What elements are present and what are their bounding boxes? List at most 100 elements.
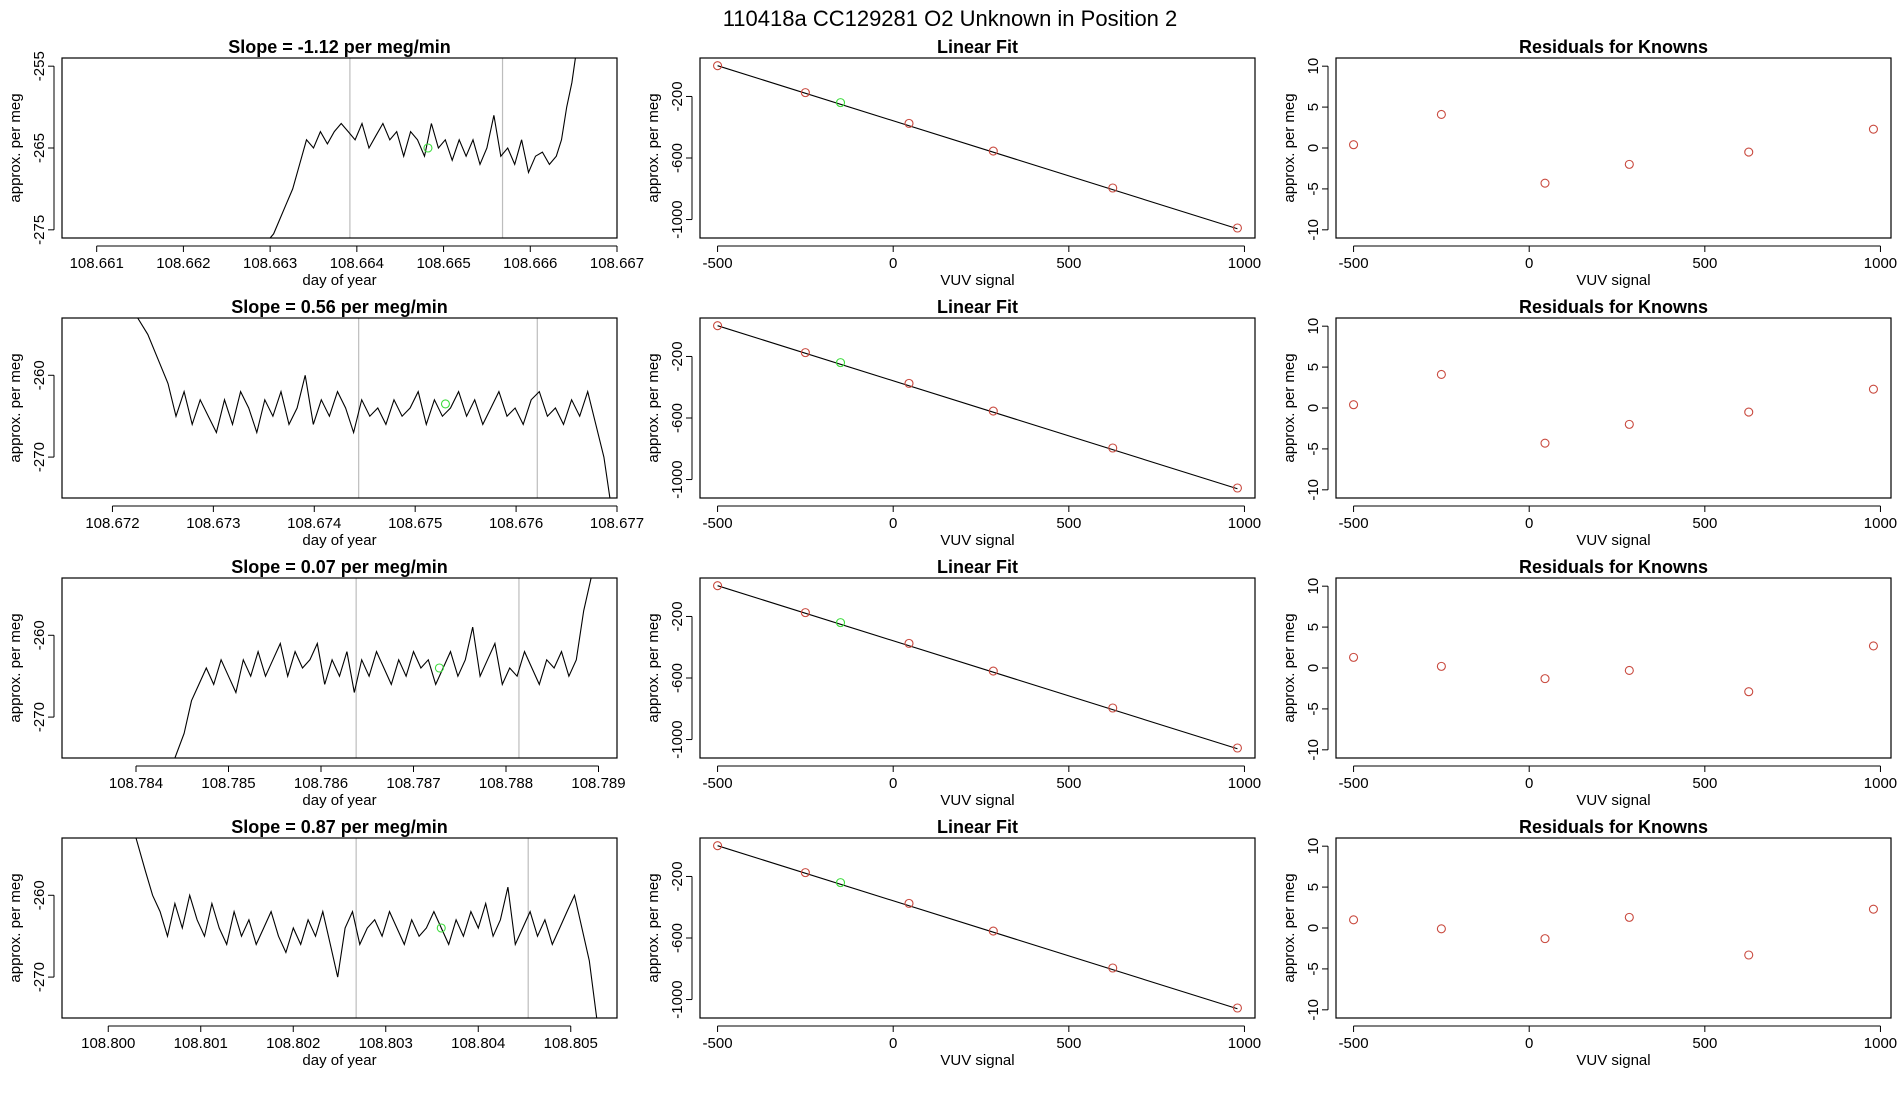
known-point [904, 638, 914, 648]
known-point [713, 581, 723, 591]
known-point [713, 61, 723, 71]
plot-area [1349, 369, 1878, 448]
known-point [1349, 400, 1359, 410]
plot-area [135, 838, 598, 1018]
plot-frame [61, 57, 618, 239]
y-tick-label: -10 [1305, 739, 1322, 761]
chart-title: Residuals for Knowns [1519, 297, 1708, 317]
plot-frame [699, 837, 1256, 1019]
y-tick-label: -200 [669, 601, 686, 631]
x-tick-label: -500 [703, 255, 733, 272]
x-tick-label: -500 [703, 515, 733, 532]
known-point [1744, 147, 1754, 157]
known-point [1108, 703, 1118, 713]
y-tick-label: -275 [31, 215, 48, 245]
y-tick-label: -270 [31, 962, 48, 992]
known-point [1108, 963, 1118, 973]
x-tick-label: 0 [1525, 515, 1533, 532]
x-axis-label: VUV signal [1576, 272, 1650, 289]
x-tick-label: 1000 [1228, 1035, 1261, 1052]
x-tick-label: 108.674 [287, 515, 341, 532]
x-tick-label: 108.805 [544, 1035, 598, 1052]
x-tick-label: 108.663 [243, 255, 297, 272]
chart-title: Residuals for Knowns [1519, 37, 1708, 57]
x-tick-label: 0 [889, 775, 897, 792]
chart-title: Linear Fit [937, 37, 1018, 57]
y-axis-label: approx. per meg [1281, 873, 1298, 982]
known-point [1232, 1003, 1242, 1013]
x-tick-label: 108.667 [590, 255, 644, 272]
chart-panel: Residuals for Knowns -500 0 500 1000 VUV sign… [1281, 557, 1897, 809]
y-tick-label: -200 [669, 861, 686, 891]
x-tick-label: 108.666 [503, 255, 557, 272]
known-point [1540, 934, 1550, 944]
plot-frame [1335, 577, 1892, 759]
y-axis-label: approx. per meg [7, 353, 24, 462]
x-tick-label: 500 [1056, 775, 1081, 792]
y-tick-label: 0 [1305, 664, 1322, 672]
known-point [1436, 109, 1446, 120]
x-tick-label: 108.673 [186, 515, 240, 532]
y-tick-label: 10 [1305, 578, 1322, 595]
y-tick-label: -200 [669, 81, 686, 111]
data-series-line [174, 578, 592, 758]
chart-title: Linear Fit [937, 297, 1018, 317]
known-point [904, 378, 914, 388]
known-point [1624, 665, 1634, 676]
y-tick-label: 5 [1305, 623, 1322, 631]
x-tick-label: 1000 [1864, 255, 1897, 272]
known-point [1624, 419, 1634, 429]
chart-panel: Linear Fit -500 0 500 1000 VUV signal -1000 -60… [645, 37, 1261, 289]
known-point [1744, 407, 1754, 417]
x-tick-label: 108.672 [85, 515, 139, 532]
x-axis-label: day of year [302, 792, 376, 809]
x-tick-label: -500 [1339, 1035, 1369, 1052]
plot-frame [61, 317, 618, 499]
unknown-point [434, 663, 444, 673]
known-point [1108, 183, 1118, 193]
known-point [1436, 924, 1446, 934]
x-tick-label: 1000 [1864, 775, 1897, 792]
known-point [1108, 443, 1118, 453]
x-tick-label: 500 [1692, 515, 1717, 532]
x-tick-label: 500 [1692, 255, 1717, 272]
x-tick-label: 0 [889, 1035, 897, 1052]
known-point [1349, 140, 1359, 150]
x-tick-label: 1000 [1228, 255, 1261, 272]
x-tick-label: 108.665 [416, 255, 470, 272]
known-point [800, 348, 810, 358]
unknown-point [835, 618, 846, 628]
known-point [1624, 159, 1634, 169]
y-tick-label: -260 [31, 620, 48, 650]
x-tick-label: 500 [1056, 515, 1081, 532]
plot-area [713, 321, 1242, 493]
x-tick-label: 0 [889, 515, 897, 532]
plot-area [1349, 904, 1878, 960]
plot-frame [61, 837, 618, 1019]
known-point [904, 898, 914, 908]
known-point [1232, 223, 1242, 233]
x-tick-label: 108.800 [81, 1035, 135, 1052]
chart-title: Slope = 0.07 per meg/min [231, 557, 448, 577]
x-axis-label: VUV signal [1576, 792, 1650, 809]
y-tick-label: -5 [1305, 182, 1322, 195]
x-tick-label: 108.784 [109, 775, 163, 792]
known-point [1349, 915, 1359, 925]
x-axis-label: VUV signal [1576, 1052, 1650, 1069]
known-point [1868, 904, 1878, 914]
y-tick-label: -10 [1305, 999, 1322, 1021]
y-tick-label: -1000 [669, 460, 686, 498]
x-tick-label: 108.664 [330, 255, 384, 272]
x-tick-label: 108.787 [386, 775, 440, 792]
y-axis-label: approx. per meg [7, 93, 24, 202]
x-axis-label: day of year [302, 1052, 376, 1069]
x-tick-label: 108.801 [174, 1035, 228, 1052]
plot-frame [1335, 317, 1892, 499]
unknown-point [835, 878, 846, 888]
chart-title: Linear Fit [937, 817, 1018, 837]
plot-area [713, 61, 1242, 233]
y-axis-label: approx. per meg [645, 353, 662, 462]
known-point [1744, 950, 1754, 960]
y-tick-label: -1000 [669, 980, 686, 1018]
unknown-point [835, 98, 846, 108]
